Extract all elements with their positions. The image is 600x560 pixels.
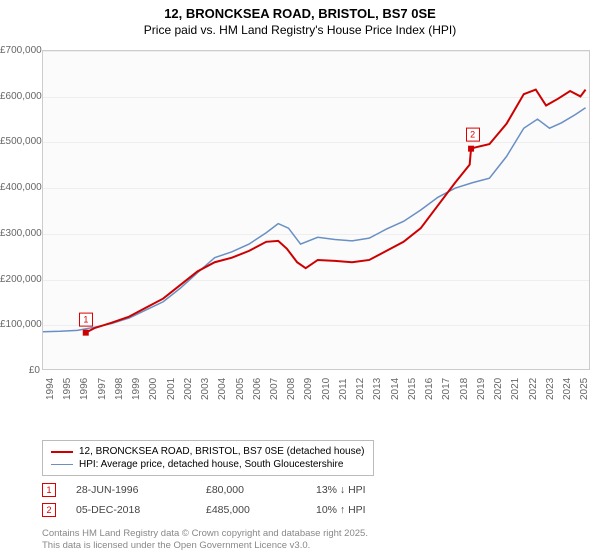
credit-footer: Contains HM Land Registry data © Crown c… (42, 528, 562, 553)
transaction-date: 28-JUN-1996 (76, 484, 186, 496)
x-axis-labels: 1994 1995 1996 1997 1998 1999 2000 2001 2002 2003… (42, 372, 590, 402)
y-axis-label: £100,000 (0, 319, 40, 330)
title-address: 12, BRONCKSEA ROAD, BRISTOL, BS7 0SE (0, 6, 600, 21)
y-axis-label: £300,000 (0, 228, 40, 239)
chart-container: 12, BRONCKSEA ROAD, BRISTOL, BS7 0SE Pri… (0, 0, 600, 560)
x-axis-label: 1998 (114, 378, 125, 400)
x-axis-label: 1999 (131, 378, 142, 400)
y-axis-label: £600,000 (0, 91, 40, 102)
legend-item: HPI: Average price, detached house, Sout… (51, 458, 365, 471)
x-axis-label: 1994 (45, 378, 56, 400)
x-axis-label: 1997 (97, 378, 108, 400)
x-axis-label: 2004 (217, 378, 228, 400)
plot-area: 12 (42, 50, 590, 370)
y-axis-label: £200,000 (0, 274, 40, 285)
x-axis-label: 2007 (269, 378, 280, 400)
x-axis-label: 2022 (528, 378, 539, 400)
x-axis-label: 2005 (235, 378, 246, 400)
x-axis-label: 2010 (321, 378, 332, 400)
x-axis-label: 2020 (493, 378, 504, 400)
x-axis-label: 1996 (79, 378, 90, 400)
transaction-delta: 10% ↑ HPI (316, 504, 366, 516)
title-block: 12, BRONCKSEA ROAD, BRISTOL, BS7 0SE Pri… (0, 0, 600, 39)
x-axis-label: 1995 (62, 378, 73, 400)
y-axis-label: £700,000 (0, 45, 40, 56)
transaction-row: 2 05-DEC-2018 £485,000 10% ↑ HPI (42, 500, 562, 520)
legend-item: 12, BRONCKSEA ROAD, BRISTOL, BS7 0SE (de… (51, 445, 365, 458)
price-paid-line (86, 90, 586, 333)
transaction-price: £80,000 (206, 484, 296, 496)
legend-swatch (51, 451, 73, 453)
credit-line-2: This data is licensed under the Open Gov… (42, 540, 562, 552)
x-axis-label: 2009 (303, 378, 314, 400)
x-axis-label: 2000 (148, 378, 159, 400)
transaction-marker-label: 2 (466, 128, 480, 142)
chart-lines-svg (43, 51, 589, 369)
credit-line-1: Contains HM Land Registry data © Crown c… (42, 528, 562, 540)
x-axis-label: 2014 (390, 378, 401, 400)
transaction-id-box: 2 (42, 503, 56, 517)
x-axis-label: 2019 (476, 378, 487, 400)
x-axis-label: 2006 (252, 378, 263, 400)
legend-label: HPI: Average price, detached house, Sout… (79, 459, 343, 470)
legend: 12, BRONCKSEA ROAD, BRISTOL, BS7 0SE (de… (42, 440, 374, 476)
x-axis-label: 2008 (286, 378, 297, 400)
x-axis-label: 2013 (372, 378, 383, 400)
x-axis-label: 2003 (200, 378, 211, 400)
transaction-id-box: 1 (42, 483, 56, 497)
transaction-date: 05-DEC-2018 (76, 504, 186, 516)
chart-area: 12 £0£100,000£200,000£300,000£400,000£50… (30, 44, 590, 404)
transaction-marker-label: 1 (79, 313, 93, 327)
y-axis-label: £500,000 (0, 136, 40, 147)
x-axis-label: 2016 (424, 378, 435, 400)
hpi-line (43, 108, 586, 332)
y-axis-label: £400,000 (0, 182, 40, 193)
x-axis-label: 2002 (183, 378, 194, 400)
transaction-marker-dot (468, 146, 474, 152)
x-axis-label: 2024 (562, 378, 573, 400)
x-axis-label: 2018 (459, 378, 470, 400)
x-axis-label: 2015 (407, 378, 418, 400)
x-axis-label: 2001 (166, 378, 177, 400)
legend-label: 12, BRONCKSEA ROAD, BRISTOL, BS7 0SE (de… (79, 446, 365, 457)
x-axis-label: 2021 (510, 378, 521, 400)
y-axis-label: £0 (0, 365, 40, 376)
title-subtitle: Price paid vs. HM Land Registry's House … (0, 23, 600, 37)
x-axis-label: 2025 (579, 378, 590, 400)
transactions-table: 1 28-JUN-1996 £80,000 13% ↓ HPI 2 05-DEC-2018… (42, 480, 562, 520)
transaction-marker-dot (83, 330, 89, 336)
x-axis-label: 2023 (545, 378, 556, 400)
legend-swatch (51, 464, 73, 465)
x-axis-label: 2017 (441, 378, 452, 400)
x-axis-label: 2011 (338, 378, 349, 400)
x-axis-label: 2012 (355, 378, 366, 400)
transaction-row: 1 28-JUN-1996 £80,000 13% ↓ HPI (42, 480, 562, 500)
transaction-price: £485,000 (206, 504, 296, 516)
transaction-delta: 13% ↓ HPI (316, 484, 366, 496)
